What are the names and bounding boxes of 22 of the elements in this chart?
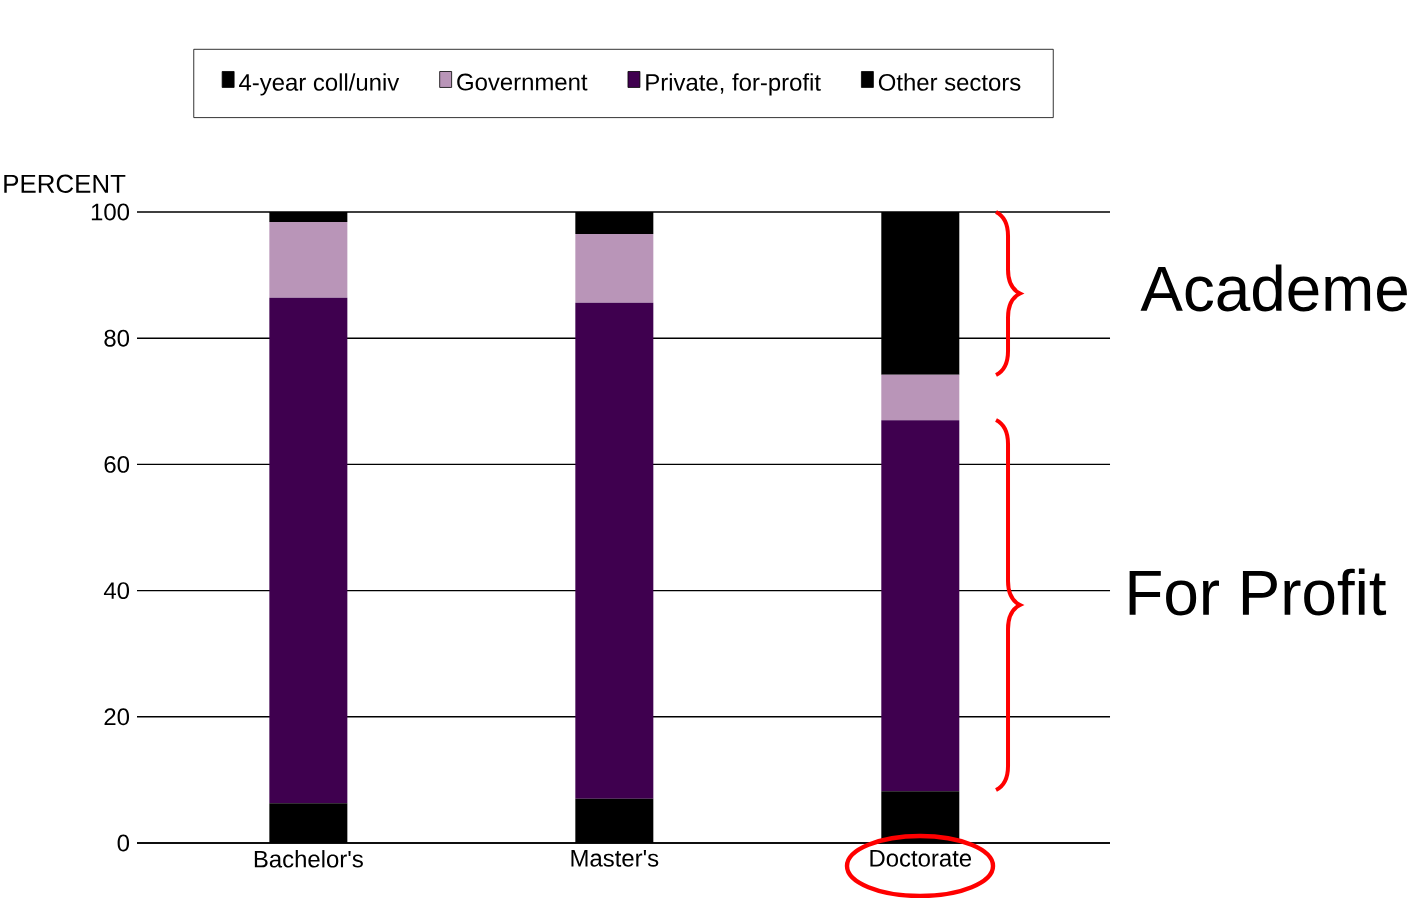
text: For Profit <box>1129 568 1387 616</box>
y-tick-label: 20 <box>104 708 130 726</box>
bar <box>269 222 348 298</box>
y-tick-label: 40 <box>103 582 130 600</box>
y-tick-label: 100 <box>91 203 130 221</box>
bar <box>881 374 960 421</box>
legend-label: Private, for-profit <box>646 73 821 96</box>
y-tick-label: 80 <box>104 329 130 347</box>
y-tick-label: 0 <box>117 834 130 852</box>
legend-label: 4-year coll/univ <box>239 73 400 96</box>
bar <box>881 420 960 792</box>
text: Academe <box>1140 264 1407 312</box>
x-tick-label: Master's <box>571 850 659 867</box>
x-tick-label: Doctorate <box>870 850 972 867</box>
y-axis-title: PERCENT <box>4 174 126 193</box>
bar <box>269 297 348 804</box>
x-tick-label: Bachelor's <box>254 850 363 868</box>
legend-label: Government <box>457 73 588 91</box>
bar <box>575 302 654 799</box>
legend-label: Other sectors <box>878 73 1021 91</box>
bar <box>575 234 654 303</box>
y-tick-label: 60 <box>104 455 130 473</box>
